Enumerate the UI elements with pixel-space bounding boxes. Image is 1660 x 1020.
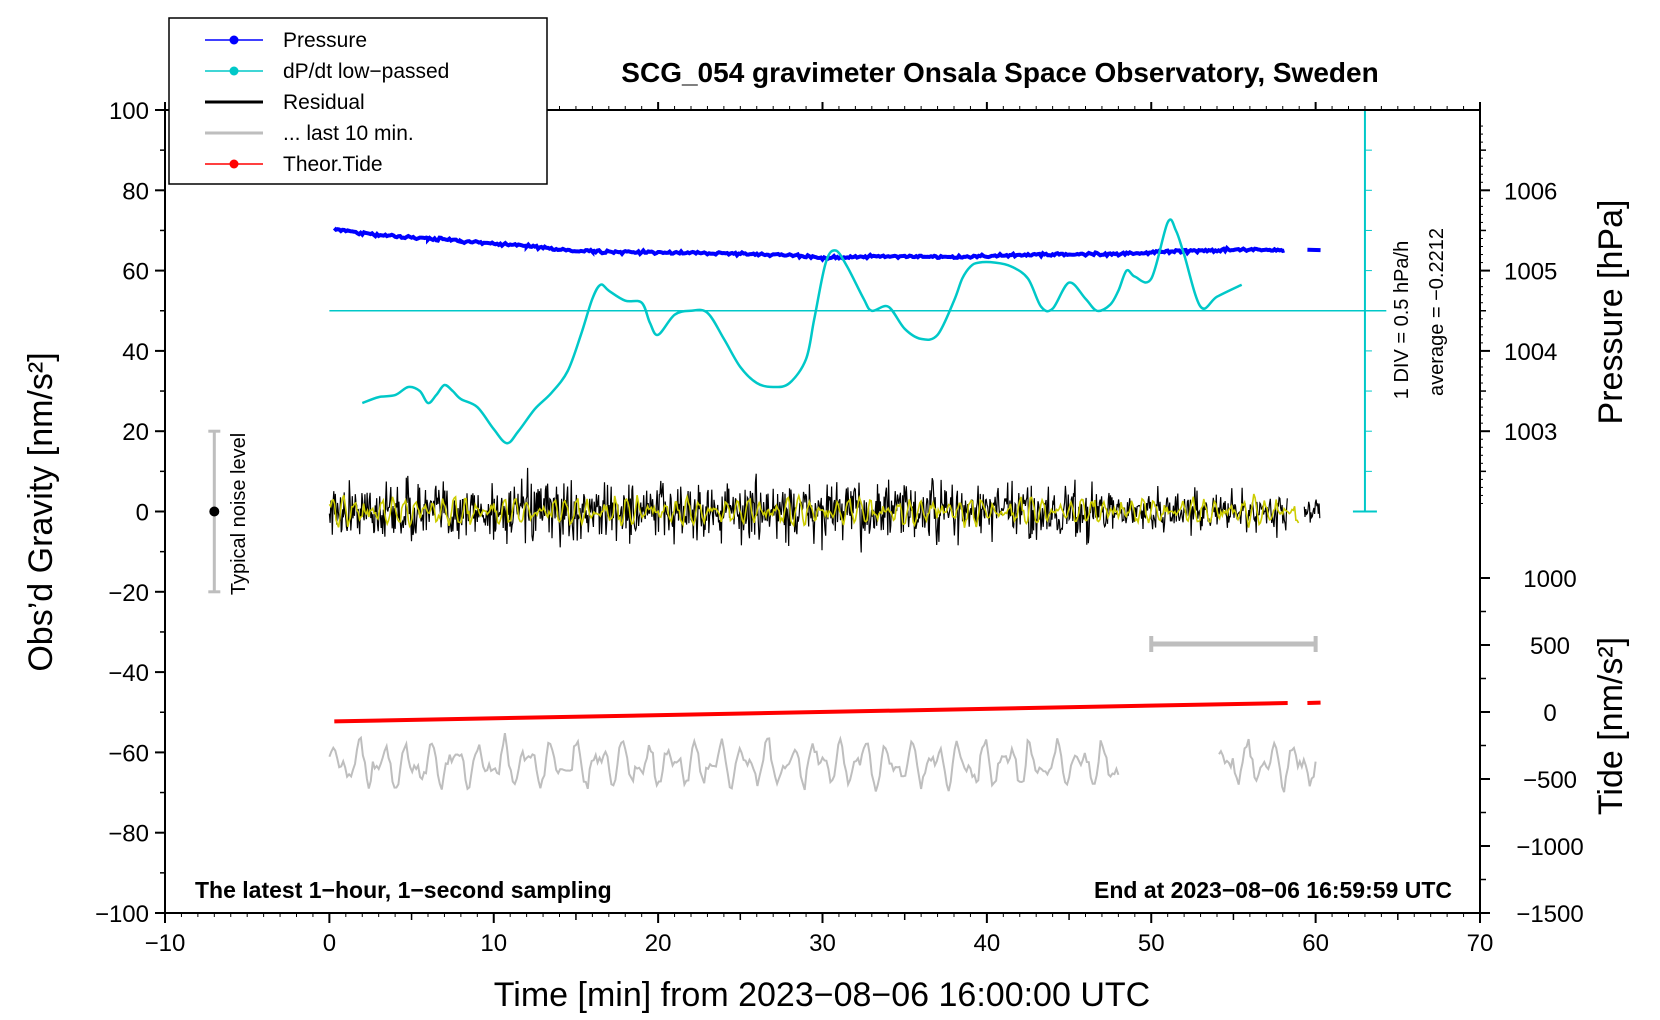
tide-tick-label: 1000 — [1523, 566, 1576, 593]
y-tick-label-left: 100 — [109, 98, 149, 125]
legend-label: Residual — [283, 91, 365, 114]
x-tick-label: 10 — [480, 930, 507, 957]
axes-layer: −10 0 10 20 30 40 50 60 70−100−80−60−40−20020406… — [95, 98, 1584, 957]
y-tick-label-left: −60 — [108, 740, 149, 767]
series-layer — [208, 109, 1387, 793]
pressure-line — [332, 226, 1285, 263]
x-tick-label: 60 — [1302, 930, 1329, 957]
y-axis-title-tide: Tide [nm/s²] — [1592, 637, 1630, 815]
tide-tick-label: −500 — [1523, 767, 1577, 794]
dpdt-div-label: 1 DIV = 0.5 hPa/h — [1391, 241, 1413, 399]
pressure-tick-label: 1005 — [1504, 259, 1557, 286]
legend-label: dP/dt low−passed — [283, 60, 449, 83]
noise-level-center — [209, 506, 220, 517]
bottom-right-note: End at 2023−08−06 16:59:59 UTC — [1094, 877, 1452, 903]
legend-swatch-marker — [229, 35, 239, 45]
y-tick-label-left: 80 — [122, 178, 149, 205]
y-tick-label-left: 60 — [122, 259, 149, 286]
x-tick-label: 50 — [1138, 930, 1165, 957]
tide-tick-label: −1500 — [1516, 901, 1583, 928]
y-tick-label-left: −40 — [108, 660, 149, 687]
tide-tick-label: −1000 — [1516, 834, 1583, 861]
legend: Pressure dP/dt low−passed Residual ... last… — [168, 17, 548, 185]
noise-level-label: Typical noise level — [228, 433, 250, 595]
tide-line — [334, 701, 1288, 724]
legend-label: Pressure — [283, 29, 367, 52]
y-tick-label-left: −20 — [108, 580, 149, 607]
x-tick-label: 20 — [645, 930, 672, 957]
chart-title: SCG_054 gravimeter Onsala Space Observat… — [621, 57, 1378, 88]
pressure-tick-label: 1006 — [1504, 178, 1557, 205]
y-tick-label-left: 0 — [136, 500, 149, 527]
smoothed-residual-line — [328, 492, 1300, 529]
dpdt-line — [361, 218, 1243, 445]
y-tick-label-left: −80 — [108, 821, 149, 848]
tide-tick-label: 0 — [1543, 700, 1556, 727]
y-tick-label-left: −100 — [95, 901, 149, 928]
legend-swatch-marker — [229, 66, 239, 76]
tide-tick-label: 500 — [1530, 633, 1570, 660]
x-axis-title: Time [min] from 2023−08−06 16:00:00 UTC — [494, 976, 1150, 1014]
legend-label: Theor.Tide — [283, 153, 383, 176]
legend-label: ... last 10 min. — [283, 122, 414, 145]
x-tick-label: 0 — [323, 930, 336, 957]
pressure-tick-label: 1004 — [1504, 339, 1557, 366]
y-tick-label-left: 20 — [122, 419, 149, 446]
dpdt-average-label: average = −0.2212 — [1426, 228, 1448, 396]
x-tick-label: 30 — [809, 930, 836, 957]
y-axis-title-pressure: Pressure [hPa] — [1592, 200, 1630, 425]
pressure-tick-label: 1003 — [1504, 419, 1557, 446]
y-tick-label-left: 40 — [122, 339, 149, 366]
y-axis-title-left: Obs’d Gravity [nm/s²] — [22, 352, 60, 671]
x-tick-label: 40 — [974, 930, 1001, 957]
legend-swatch-marker — [229, 159, 239, 169]
x-tick-label: 70 — [1467, 930, 1494, 957]
bottom-left-note: The latest 1−hour, 1−second sampling — [195, 877, 612, 903]
last10-line — [328, 733, 1317, 793]
x-tick-label: −10 — [145, 930, 186, 957]
